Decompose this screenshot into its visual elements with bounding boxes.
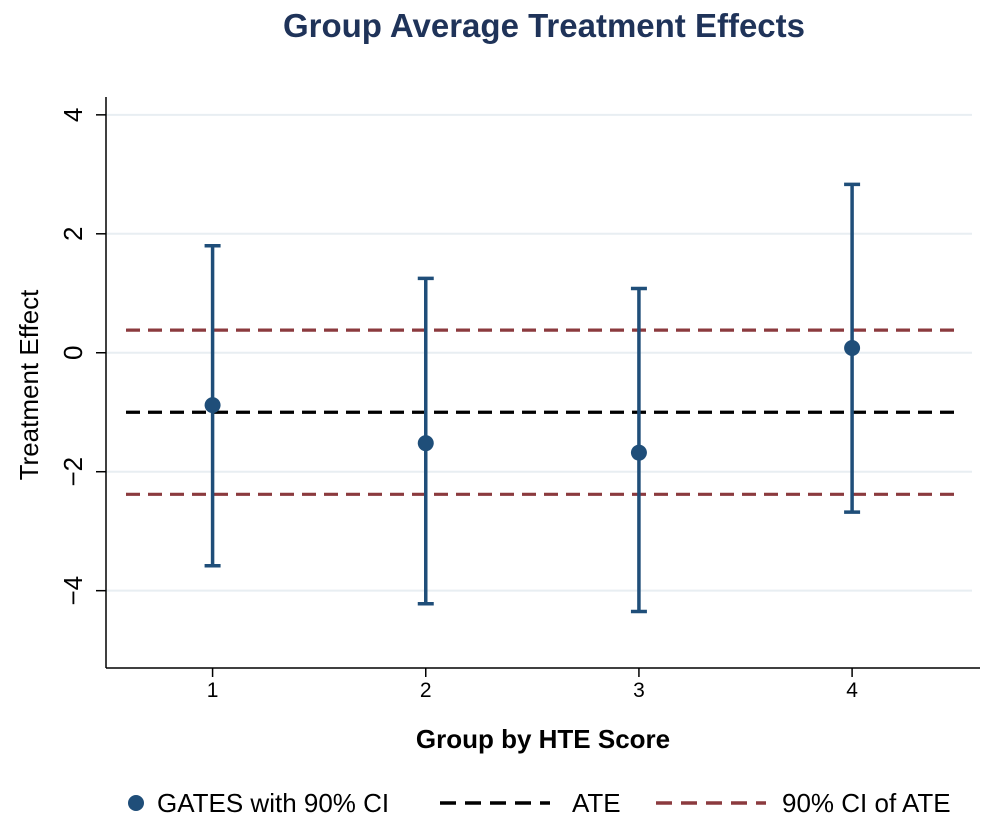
chart-title: Group Average Treatment Effects <box>283 7 805 44</box>
gates-point-1 <box>204 397 221 414</box>
y-tick-label-3: 2 <box>58 227 88 241</box>
x-tick-label-0: 1 <box>207 679 219 702</box>
y-tick-label-4: 4 <box>58 108 88 122</box>
gates-point-2 <box>417 435 434 452</box>
x-tick-label-1: 2 <box>420 679 432 702</box>
gates-point-4 <box>844 340 861 357</box>
x-tick-label-2: 3 <box>633 679 645 702</box>
legend-label-gates: GATES with 90% CI <box>157 788 389 818</box>
gates-point-3 <box>630 444 647 461</box>
legend: GATES with 90% CI ATE 90% CI of ATE <box>128 788 951 818</box>
x-tick-label-3: 4 <box>846 679 858 702</box>
y-tick-label-1: −2 <box>58 457 88 487</box>
y-tick-label-0: −4 <box>58 576 88 606</box>
y-tick-label-2: 0 <box>58 346 88 360</box>
legend-label-ate: ATE <box>572 788 621 818</box>
legend-label-ate-ci: 90% CI of ATE <box>782 788 951 818</box>
x-axis-title: Group by HTE Score <box>416 724 670 754</box>
plot-area: −4 −2 0 2 4 1 2 3 4 <box>58 97 980 702</box>
y-axis-title: Treatment Effect <box>14 289 44 481</box>
legend-marker-gates <box>128 795 144 811</box>
